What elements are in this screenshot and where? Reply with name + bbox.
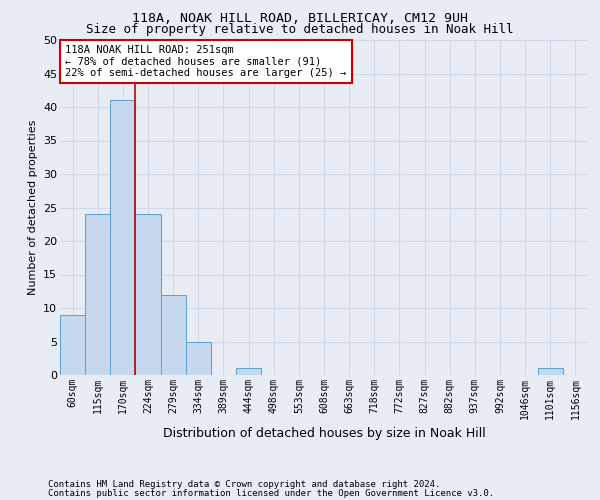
Bar — [110, 100, 136, 375]
Bar — [85, 214, 110, 375]
Bar — [236, 368, 261, 375]
Bar — [136, 214, 161, 375]
Text: 118A, NOAK HILL ROAD, BILLERICAY, CM12 9UH: 118A, NOAK HILL ROAD, BILLERICAY, CM12 9… — [132, 12, 468, 26]
Text: Contains public sector information licensed under the Open Government Licence v3: Contains public sector information licen… — [48, 488, 494, 498]
Y-axis label: Number of detached properties: Number of detached properties — [28, 120, 38, 295]
Text: Contains HM Land Registry data © Crown copyright and database right 2024.: Contains HM Land Registry data © Crown c… — [48, 480, 440, 489]
Bar — [161, 294, 186, 375]
Bar — [538, 368, 563, 375]
Text: 118A NOAK HILL ROAD: 251sqm
← 78% of detached houses are smaller (91)
22% of sem: 118A NOAK HILL ROAD: 251sqm ← 78% of det… — [65, 45, 347, 78]
Text: Size of property relative to detached houses in Noak Hill: Size of property relative to detached ho… — [86, 22, 514, 36]
Bar — [186, 342, 211, 375]
Bar — [60, 314, 85, 375]
X-axis label: Distribution of detached houses by size in Noak Hill: Distribution of detached houses by size … — [163, 427, 485, 440]
